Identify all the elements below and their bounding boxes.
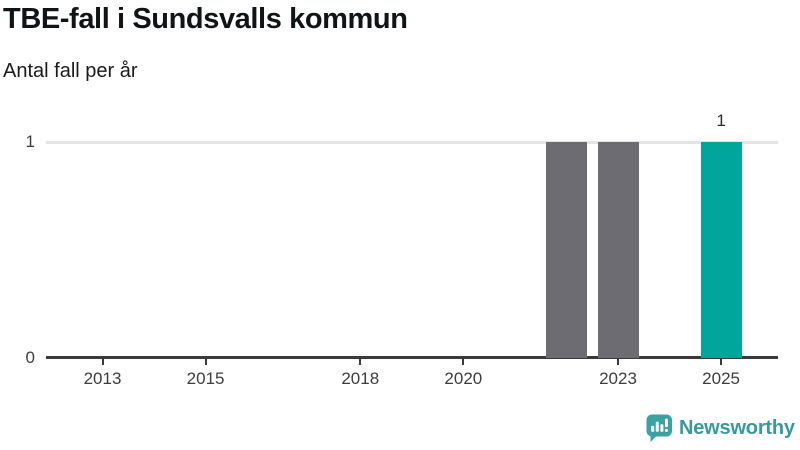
x-axis-line	[46, 356, 778, 359]
x-tick	[720, 359, 723, 365]
x-tick	[617, 359, 619, 365]
x-tick	[204, 359, 207, 365]
x-tick-label: 2013	[83, 369, 122, 388]
bar-2022	[545, 142, 587, 358]
x-tick-label: 2015	[186, 369, 225, 388]
x-tick-label: 2025	[702, 369, 740, 388]
value-label: 1	[716, 111, 726, 130]
brand-name: Newsworthy	[679, 417, 795, 439]
y-gridline	[46, 140, 778, 144]
x-tick-label: 2020	[444, 369, 483, 388]
x-tick	[462, 359, 465, 365]
y-tick-label: 0	[25, 348, 35, 367]
x-tick-label: 2023	[599, 369, 637, 388]
chart-title: TBE-fall i Sundsvalls kommun	[3, 3, 408, 35]
y-tick-label: 1	[25, 132, 35, 151]
x-tick	[359, 359, 362, 365]
x-tick	[101, 359, 104, 365]
x-tick-label: 2018	[341, 369, 380, 388]
brand-logo: Newsworthy	[646, 414, 795, 443]
chart-subtitle: Antal fall per år	[3, 60, 138, 82]
newsworthy-logo-icon	[646, 414, 673, 443]
bar-2025	[700, 142, 742, 358]
bar-2023	[597, 142, 639, 358]
